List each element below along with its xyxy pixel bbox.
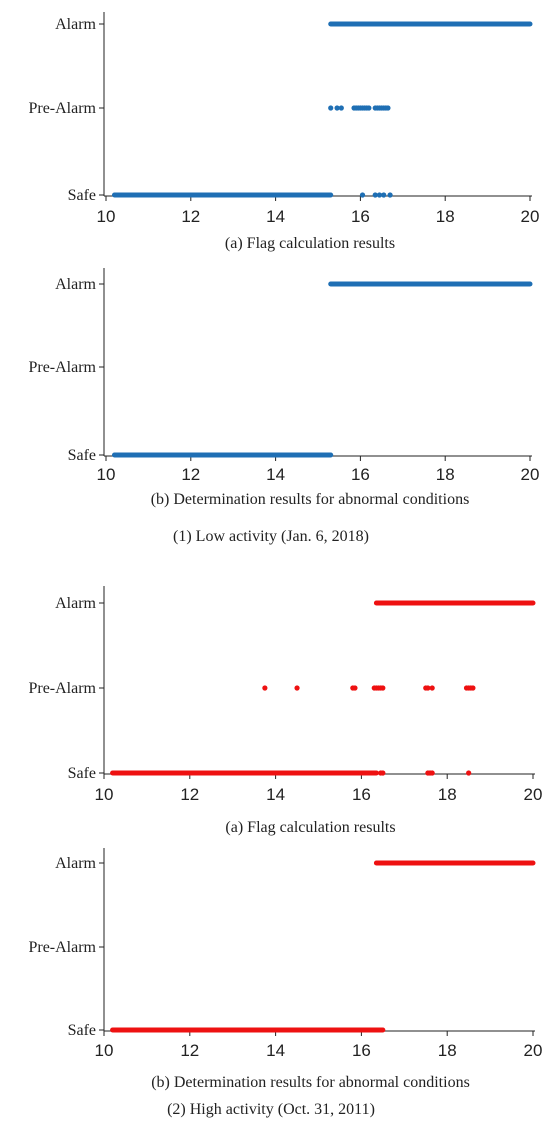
x-tick-label-16: 16 bbox=[351, 465, 370, 484]
data-point-pre-alarm-0-1 bbox=[334, 105, 340, 111]
x-tick-label-14: 14 bbox=[266, 1041, 285, 1060]
x-tick-label-18: 18 bbox=[436, 465, 455, 484]
y-tick-label-safe: Safe bbox=[68, 447, 96, 464]
x-tick-label-18: 18 bbox=[436, 207, 455, 226]
data-point-safe-1-3 bbox=[381, 192, 387, 198]
y-tick-label-alarm: Alarm bbox=[55, 855, 96, 872]
subcaption-1: (a) Flag calculation results bbox=[225, 235, 395, 252]
y-tick-label-alarm: Alarm bbox=[55, 16, 96, 33]
data-point-safe-1-5 bbox=[466, 770, 472, 776]
x-tick-label-14: 14 bbox=[266, 465, 285, 484]
group-caption-low-activity: (1) Low activity (Jan. 6, 2018) bbox=[173, 528, 369, 545]
y-tick-label-pre-alarm: Pre-Alarm bbox=[28, 100, 96, 117]
chart-panel-4: Safe Pre-Alarm Alarm 10 12 14 16 18 20 (b) Determ… bbox=[28, 848, 542, 1091]
y-tick-label-pre-alarm: Pre-Alarm bbox=[28, 680, 96, 697]
data-point-pre-alarm-0-8 bbox=[380, 685, 386, 691]
data-point-pre-alarm-0-0 bbox=[262, 685, 268, 691]
x-tick-label-10: 10 bbox=[95, 785, 114, 804]
data-point-pre-alarm-0-10 bbox=[366, 105, 372, 111]
data-point-pre-alarm-0-0 bbox=[328, 105, 334, 111]
data-point-pre-alarm-0-10 bbox=[425, 685, 431, 691]
data-point-pre-alarm-0-17 bbox=[385, 105, 391, 111]
data-point-safe-1-1 bbox=[380, 770, 386, 776]
x-tick-label-16: 16 bbox=[352, 785, 371, 804]
x-tick-label-12: 12 bbox=[180, 785, 199, 804]
x-tick-label-10: 10 bbox=[97, 207, 116, 226]
data-point-pre-alarm-0-1 bbox=[294, 685, 300, 691]
chart-panel-1: Safe Pre-Alarm Alarm 10 12 14 16 18 20 (a) Flag c… bbox=[28, 12, 539, 252]
x-tick-label-16: 16 bbox=[351, 207, 370, 226]
plots: Safe Pre-Alarm Alarm 10 12 14 16 18 20 (a) Flag c… bbox=[28, 12, 542, 1091]
x-tick-label-12: 12 bbox=[181, 465, 200, 484]
x-tick-label-14: 14 bbox=[266, 207, 285, 226]
y-tick-label-safe: Safe bbox=[68, 187, 96, 204]
data-point-safe-1-0 bbox=[359, 192, 366, 198]
data-point-safe-1-1 bbox=[372, 192, 378, 198]
data-point-pre-alarm-0-11 bbox=[429, 685, 435, 691]
x-tick-label-20: 20 bbox=[521, 465, 540, 484]
data-point-pre-alarm-0-15 bbox=[470, 685, 476, 691]
subcaption-4: (b) Determination results for abnormal c… bbox=[151, 1074, 470, 1091]
x-tick-label-12: 12 bbox=[181, 207, 200, 226]
x-tick-label-10: 10 bbox=[97, 465, 116, 484]
x-tick-label-20: 20 bbox=[524, 785, 542, 804]
x-tick-label-18: 18 bbox=[438, 1041, 457, 1060]
y-tick-label-alarm: Alarm bbox=[55, 276, 96, 293]
subcaption-2: (b) Determination results for abnormal c… bbox=[151, 491, 470, 508]
y-tick-label-safe: Safe bbox=[68, 765, 96, 782]
subcaption-3: (a) Flag calculation results bbox=[225, 819, 395, 836]
x-tick-label-16: 16 bbox=[352, 1041, 371, 1060]
y-tick-label-safe: Safe bbox=[68, 1022, 96, 1039]
x-tick-label-10: 10 bbox=[95, 1041, 114, 1060]
chart-panel-2: Safe Pre-Alarm Alarm 10 12 14 16 18 20 (b) Determ… bbox=[28, 268, 539, 508]
y-tick-label-alarm: Alarm bbox=[55, 595, 96, 612]
chart-panel-3: Safe Pre-Alarm Alarm 10 12 14 16 18 20 (a) Flag c… bbox=[28, 586, 542, 836]
x-tick-label-12: 12 bbox=[180, 1041, 199, 1060]
data-point-safe-1-4 bbox=[387, 192, 393, 198]
y-tick-label-pre-alarm: Pre-Alarm bbox=[28, 939, 96, 956]
x-tick-label-20: 20 bbox=[524, 1041, 542, 1060]
x-tick-label-20: 20 bbox=[521, 207, 540, 226]
data-point-pre-alarm-0-2 bbox=[338, 105, 344, 111]
data-point-safe-1-4 bbox=[429, 770, 435, 776]
x-tick-label-18: 18 bbox=[438, 785, 457, 804]
x-tick-label-14: 14 bbox=[266, 785, 285, 804]
data-point-pre-alarm-0-3 bbox=[352, 685, 358, 691]
group-caption-high-activity: (2) High activity (Oct. 31, 2011) bbox=[167, 1101, 375, 1118]
y-tick-label-pre-alarm: Pre-Alarm bbox=[28, 359, 96, 376]
data-point-safe-1-2 bbox=[376, 192, 383, 198]
